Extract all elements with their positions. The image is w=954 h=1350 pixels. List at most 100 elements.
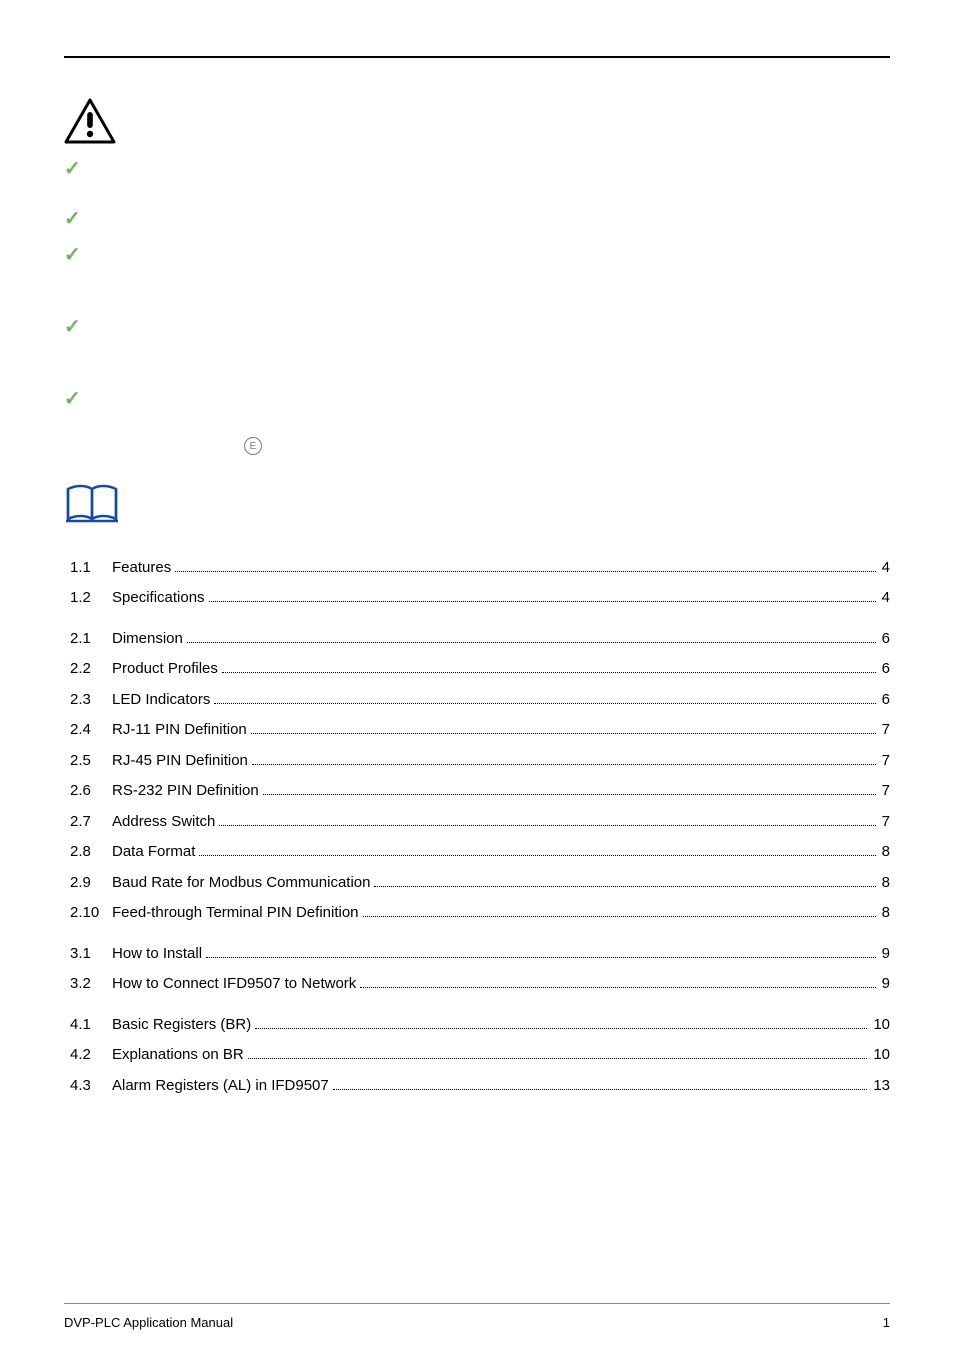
toc-entry: 2.8 Data Format 8 [64, 843, 890, 861]
toc-leader [360, 975, 875, 989]
toc-entry: 1.2 Specifications 4 [64, 589, 890, 607]
toc-group: 2.1 Dimension 6 2.2 Product Profiles 6 2… [64, 629, 890, 921]
toc-num: 2.10 [64, 904, 112, 921]
toc-entry: 2.6 RS-232 PIN Definition 7 [64, 782, 890, 800]
toc-entry: 4.1 Basic Registers (BR) 10 [64, 1015, 890, 1033]
toc-page: 9 [880, 975, 890, 992]
bottom-rule [64, 1303, 890, 1304]
toc-title: Dimension [112, 630, 183, 647]
footer: DVP-PLC Application Manual 1 [64, 1315, 890, 1330]
toc-title: How to Connect IFD9507 to Network [112, 975, 356, 992]
toc-num: 1.2 [64, 589, 112, 606]
toc-group: 1.1 Features 4 1.2 Specifications 4 [64, 558, 890, 606]
check-icon: ✓ [64, 315, 92, 337]
toc-leader [219, 812, 875, 826]
toc-entry: 2.10 Feed-through Terminal PIN Definitio… [64, 904, 890, 922]
registered-mark-icon: E [244, 437, 262, 455]
toc-group: 3.1 How to Install 9 3.2 How to Connect … [64, 944, 890, 992]
toc-page: 8 [880, 843, 890, 860]
toc-page: 6 [880, 630, 890, 647]
check-body [92, 157, 890, 193]
warning-icon [64, 98, 116, 144]
toc-title: Explanations on BR [112, 1046, 244, 1063]
toc-page: 9 [880, 945, 890, 962]
toc-num: 3.1 [64, 945, 112, 962]
check-icon: ✓ [64, 243, 92, 265]
toc-page: 13 [871, 1077, 890, 1094]
toc-entry: 2.5 RJ-45 PIN Definition 7 [64, 751, 890, 769]
toc-num: 2.3 [64, 691, 112, 708]
toc-page: 6 [880, 691, 890, 708]
toc-title: Basic Registers (BR) [112, 1016, 251, 1033]
toc-leader [187, 629, 876, 643]
toc-page: 7 [880, 752, 890, 769]
trademark-row: E [244, 437, 890, 455]
toc-title: RJ-45 PIN Definition [112, 752, 248, 769]
toc-leader [222, 660, 876, 674]
toc-title: Features [112, 559, 171, 576]
toc-entry: 4.2 Explanations on BR 10 [64, 1046, 890, 1064]
toc-entry: 2.4 RJ-11 PIN Definition 7 [64, 721, 890, 739]
toc-num: 4.3 [64, 1077, 112, 1094]
toc-title: Specifications [112, 589, 205, 606]
toc-entry: 2.7 Address Switch 7 [64, 812, 890, 830]
check-body [92, 387, 890, 423]
toc-num: 4.2 [64, 1046, 112, 1063]
check-body [92, 243, 890, 301]
top-rule [64, 56, 890, 58]
toc-title: Baud Rate for Modbus Communication [112, 874, 370, 891]
toc-page: 8 [880, 904, 890, 921]
toc-num: 2.7 [64, 813, 112, 830]
check-item: ✓ [64, 315, 890, 373]
toc-leader [251, 721, 876, 735]
toc-entry: 2.2 Product Profiles 6 [64, 660, 890, 678]
toc-title: RS-232 PIN Definition [112, 782, 259, 799]
toc-title: RJ-11 PIN Definition [112, 721, 247, 738]
toc-num: 1.1 [64, 559, 112, 576]
toc-page: 10 [871, 1016, 890, 1033]
toc-entry: 1.1 Features 4 [64, 558, 890, 576]
toc-leader [252, 751, 876, 765]
toc-num: 2.8 [64, 843, 112, 860]
check-item: ✓ [64, 207, 890, 229]
check-item: ✓ [64, 157, 890, 193]
toc-leader [175, 558, 875, 572]
toc-leader [263, 782, 876, 796]
toc-num: 2.5 [64, 752, 112, 769]
toc-title: Data Format [112, 843, 195, 860]
warning-checklist: ✓ ✓ ✓ ✓ ✓ [64, 157, 890, 423]
check-item: ✓ [64, 243, 890, 301]
toc-leader [363, 904, 876, 918]
toc-leader [209, 589, 876, 603]
toc-title: Feed-through Terminal PIN Definition [112, 904, 359, 921]
toc-leader [255, 1015, 867, 1029]
toc-title: Alarm Registers (AL) in IFD9507 [112, 1077, 329, 1094]
toc-page: 4 [880, 589, 890, 606]
toc-title: LED Indicators [112, 691, 210, 708]
footer-page-number: 1 [883, 1315, 890, 1330]
toc-entry: 2.9 Baud Rate for Modbus Communication 8 [64, 873, 890, 891]
toc-num: 2.4 [64, 721, 112, 738]
toc-page: 4 [880, 559, 890, 576]
toc-page: 8 [880, 874, 890, 891]
toc-leader [333, 1076, 868, 1090]
toc-num: 2.1 [64, 630, 112, 647]
toc-title: Address Switch [112, 813, 215, 830]
check-icon: ✓ [64, 207, 92, 229]
toc-entry: 3.2 How to Connect IFD9507 to Network 9 [64, 975, 890, 993]
book-icon [64, 483, 120, 523]
toc-page: 7 [880, 782, 890, 799]
check-item: ✓ [64, 387, 890, 423]
toc-entry: 4.3 Alarm Registers (AL) in IFD9507 13 [64, 1076, 890, 1094]
toc-page: 10 [871, 1046, 890, 1063]
toc-leader [248, 1046, 868, 1060]
toc-entry: 2.1 Dimension 6 [64, 629, 890, 647]
toc-num: 2.2 [64, 660, 112, 677]
check-body [92, 207, 890, 225]
toc-group: 4.1 Basic Registers (BR) 10 4.2 Explanat… [64, 1015, 890, 1094]
toc-page: 7 [880, 721, 890, 738]
toc-num: 3.2 [64, 975, 112, 992]
toc-leader [374, 873, 875, 887]
toc-leader [199, 843, 875, 857]
footer-left: DVP-PLC Application Manual [64, 1315, 233, 1330]
